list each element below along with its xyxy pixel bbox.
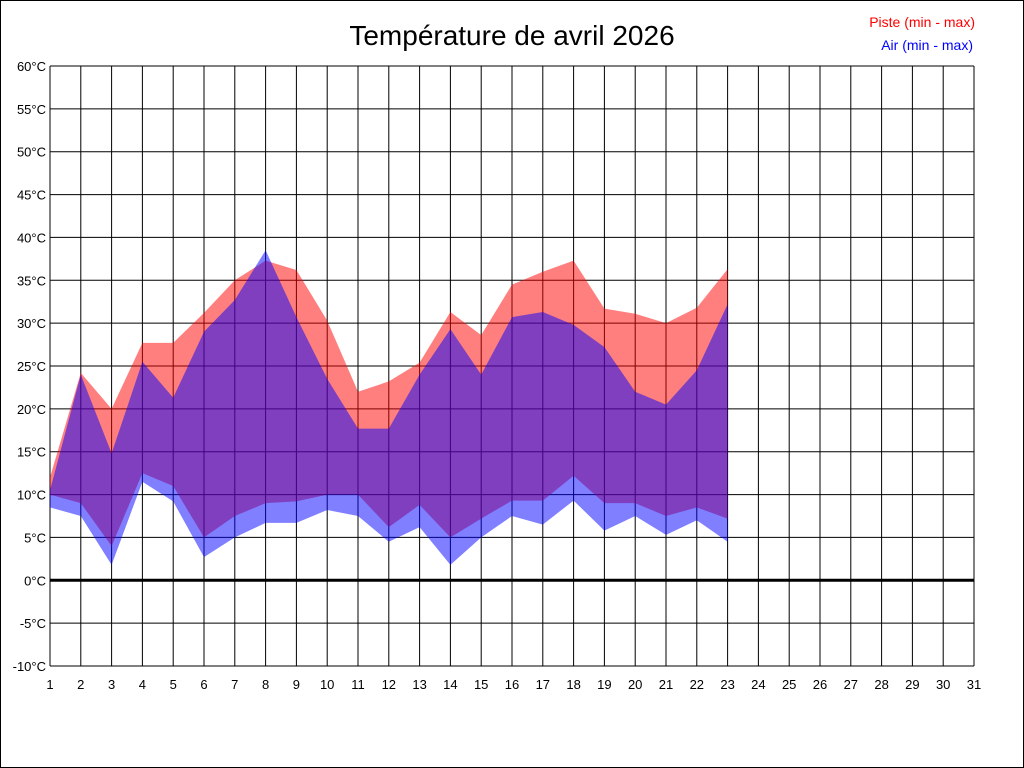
x-tick-label: 9 [293,677,300,692]
x-tick-label: 16 [505,677,519,692]
x-tick-label: 6 [200,677,207,692]
area-series [50,250,728,565]
x-tick-label: 8 [262,677,269,692]
x-tick-label: 19 [597,677,611,692]
y-tick-label: 50°C [17,145,46,160]
x-tick-label: 28 [874,677,888,692]
x-tick-label: 24 [751,677,765,692]
y-tick-label: 25°C [17,359,46,374]
tick-labels: 1 2 3 4 5 6 7 8 9 10 11 12 13 14 15 16 17 18 19 20 21 22 23 24 2… [13,59,982,692]
y-tick-label: 40°C [17,230,46,245]
x-tick-label: 5 [170,677,177,692]
y-tick-label: 0°C [24,573,46,588]
x-tick-label: 4 [139,677,146,692]
y-tick-label: 5°C [24,530,46,545]
y-tick-label: 35°C [17,273,46,288]
x-tick-label: 31 [967,677,981,692]
y-tick-label: 15°C [17,445,46,460]
air-range-area [50,250,728,565]
x-tick-label: 22 [690,677,704,692]
x-tick-label: 13 [412,677,426,692]
x-tick-label: 18 [566,677,580,692]
y-tick-label: 60°C [17,59,46,74]
chart-title: Température de avril 2026 [349,20,674,51]
y-tick-label: 20°C [17,402,46,417]
x-tick-label: 27 [844,677,858,692]
legend-air: Air (min - max) [881,37,973,53]
x-tick-label: 11 [351,677,365,692]
y-tick-label: 30°C [17,316,46,331]
x-tick-label: 30 [936,677,950,692]
y-tick-label: 10°C [17,488,46,503]
x-tick-label: 1 [46,677,53,692]
x-tick-label: 25 [782,677,796,692]
y-tick-label: -5°C [20,616,46,631]
x-tick-label: 2 [77,677,84,692]
x-tick-label: 3 [108,677,115,692]
x-tick-label: 17 [536,677,550,692]
x-tick-label: 7 [231,677,238,692]
x-tick-label: 10 [320,677,334,692]
x-tick-label: 20 [628,677,642,692]
x-tick-label: 26 [813,677,827,692]
y-tick-label: 55°C [17,102,46,117]
x-tick-label: 12 [382,677,396,692]
x-tick-label: 23 [720,677,734,692]
x-tick-label: 14 [443,677,457,692]
y-tick-label: 45°C [17,188,46,203]
x-tick-label: 15 [474,677,488,692]
legend-piste: Piste (min - max) [869,14,975,30]
y-tick-label: -10°C [13,659,46,674]
x-tick-label: 21 [659,677,673,692]
x-tick-label: 29 [905,677,919,692]
